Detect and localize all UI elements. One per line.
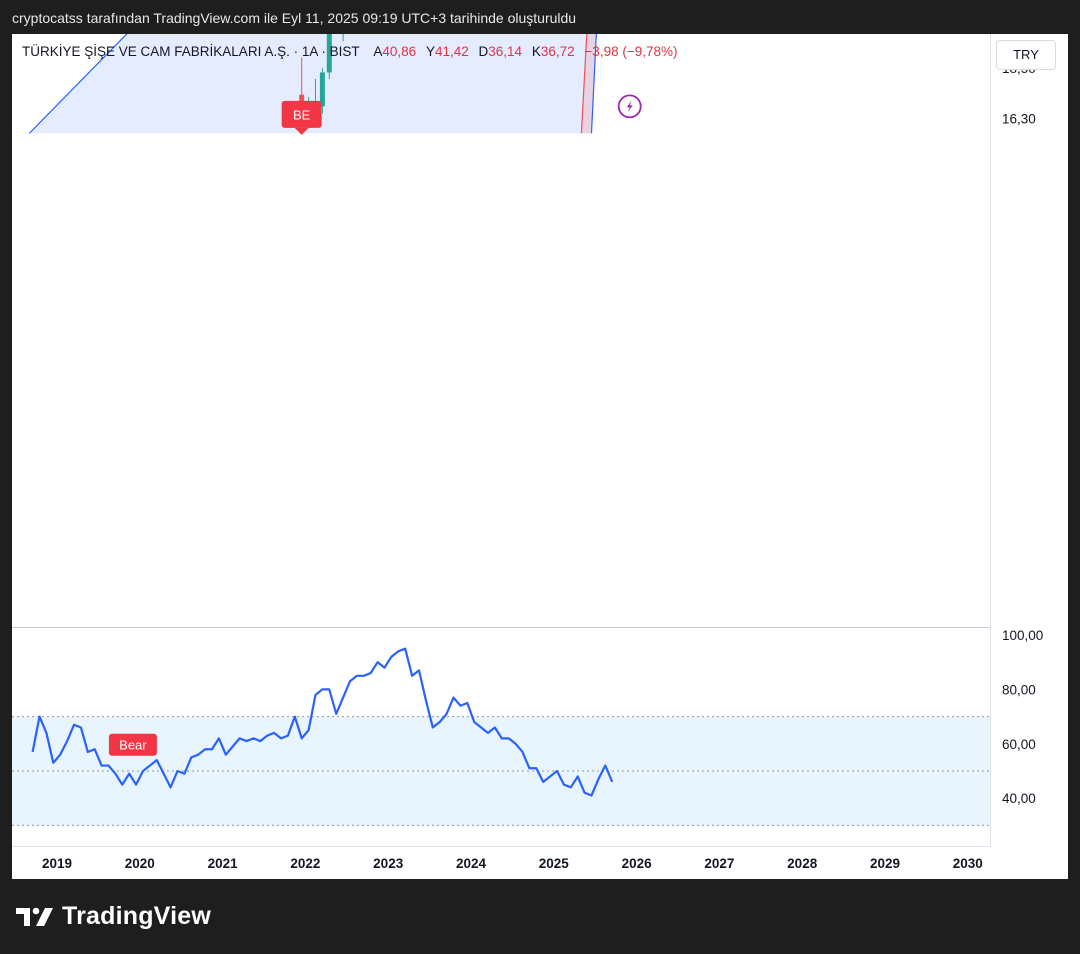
channel-fill bbox=[29, 34, 597, 134]
chart-svg[interactable]: BEBEBEBEBE Bear 16,3018,5021,5025,5029,5… bbox=[12, 34, 1068, 879]
time-tick-4: 2023 bbox=[373, 856, 404, 871]
time-tick-10: 2029 bbox=[870, 856, 900, 871]
chart-legend: TÜRKİYE ŞİŞE VE CAM FABRİKALARI A.Ş. · 1… bbox=[22, 44, 678, 59]
price-tick-0: 16,30 bbox=[1002, 111, 1036, 126]
time-tick-3: 2022 bbox=[290, 856, 320, 871]
be-marker-box-0 bbox=[281, 100, 322, 128]
be-marker-0: BE bbox=[281, 100, 322, 135]
candle-body-3 bbox=[319, 72, 325, 107]
brand-text: TradingView bbox=[62, 902, 212, 930]
be-marker-pointer-0 bbox=[294, 127, 309, 135]
header-caption: cryptocatss tarafından TradingView.com i… bbox=[12, 10, 577, 26]
legend-high-value: 41,42 bbox=[434, 44, 469, 59]
rsi-tick-1: 80,00 bbox=[1002, 682, 1036, 697]
time-tick-6: 2025 bbox=[539, 856, 570, 871]
candle-body-4 bbox=[326, 34, 332, 73]
rsi-tick-2: 60,00 bbox=[1002, 737, 1036, 752]
chart-frame: BEBEBEBEBE Bear 16,3018,5021,5025,5029,5… bbox=[12, 34, 1068, 879]
time-tick-8: 2027 bbox=[704, 856, 734, 871]
header-bar: cryptocatss tarafından TradingView.com i… bbox=[0, 0, 1080, 34]
time-tick-2: 2021 bbox=[208, 856, 239, 871]
time-tick-9: 2028 bbox=[787, 856, 818, 871]
legend-open-label: A bbox=[373, 44, 383, 59]
bear-label-box bbox=[108, 733, 157, 756]
time-tick-0: 2019 bbox=[42, 856, 72, 871]
legend-low-value: 36,14 bbox=[488, 44, 523, 59]
currency-button[interactable]: TRY bbox=[996, 40, 1056, 70]
legend-close-value: 36,72 bbox=[540, 44, 575, 59]
time-tick-11: 2030 bbox=[953, 856, 983, 871]
legend-open-value: 40,86 bbox=[382, 44, 417, 59]
legend-low-label: D bbox=[478, 44, 489, 59]
bear-label-text: Bear bbox=[119, 738, 147, 753]
rsi-tick-0: 100,00 bbox=[1002, 628, 1043, 643]
legend-symbol: TÜRKİYE ŞİŞE VE CAM FABRİKALARI A.Ş. · 1… bbox=[22, 44, 360, 59]
be-marker-text-0: BE bbox=[293, 107, 311, 122]
time-tick-5: 2024 bbox=[456, 856, 487, 871]
legend-close-label: K bbox=[531, 44, 541, 59]
tradingview-brand[interactable]: TradingView bbox=[16, 902, 211, 931]
rsi-line bbox=[31, 647, 614, 797]
legend-change: −3,98 (−9,78%) bbox=[584, 44, 678, 59]
time-tick-7: 2026 bbox=[622, 856, 653, 871]
rsi-tick-3: 40,00 bbox=[1002, 791, 1036, 806]
tradingview-logo-icon bbox=[16, 907, 53, 926]
legend-high-label: Y bbox=[425, 44, 435, 59]
time-tick-1: 2020 bbox=[125, 856, 155, 871]
lightning-icon bbox=[626, 100, 633, 113]
